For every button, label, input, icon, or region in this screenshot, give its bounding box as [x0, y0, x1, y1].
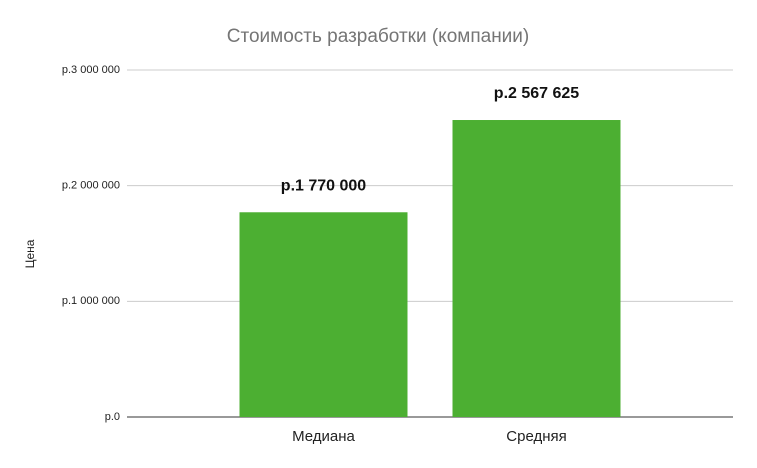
chart-title: Стоимость разработки (компании) [227, 26, 530, 47]
x-tick-label: Средняя [506, 428, 566, 445]
value-label: р.1 770 000 [281, 177, 367, 194]
y-tick-label: р.1 000 000 [62, 295, 120, 307]
bar [239, 212, 408, 417]
value-label: р.2 567 625 [494, 85, 580, 102]
x-tick-label: Медиана [292, 428, 355, 445]
y-axis-label: Цена [23, 239, 37, 268]
y-tick-label: р.0 [105, 411, 120, 423]
y-tick-label: р.3 000 000 [62, 64, 120, 76]
bar [452, 120, 621, 417]
y-tick-label: р.2 000 000 [62, 180, 120, 192]
